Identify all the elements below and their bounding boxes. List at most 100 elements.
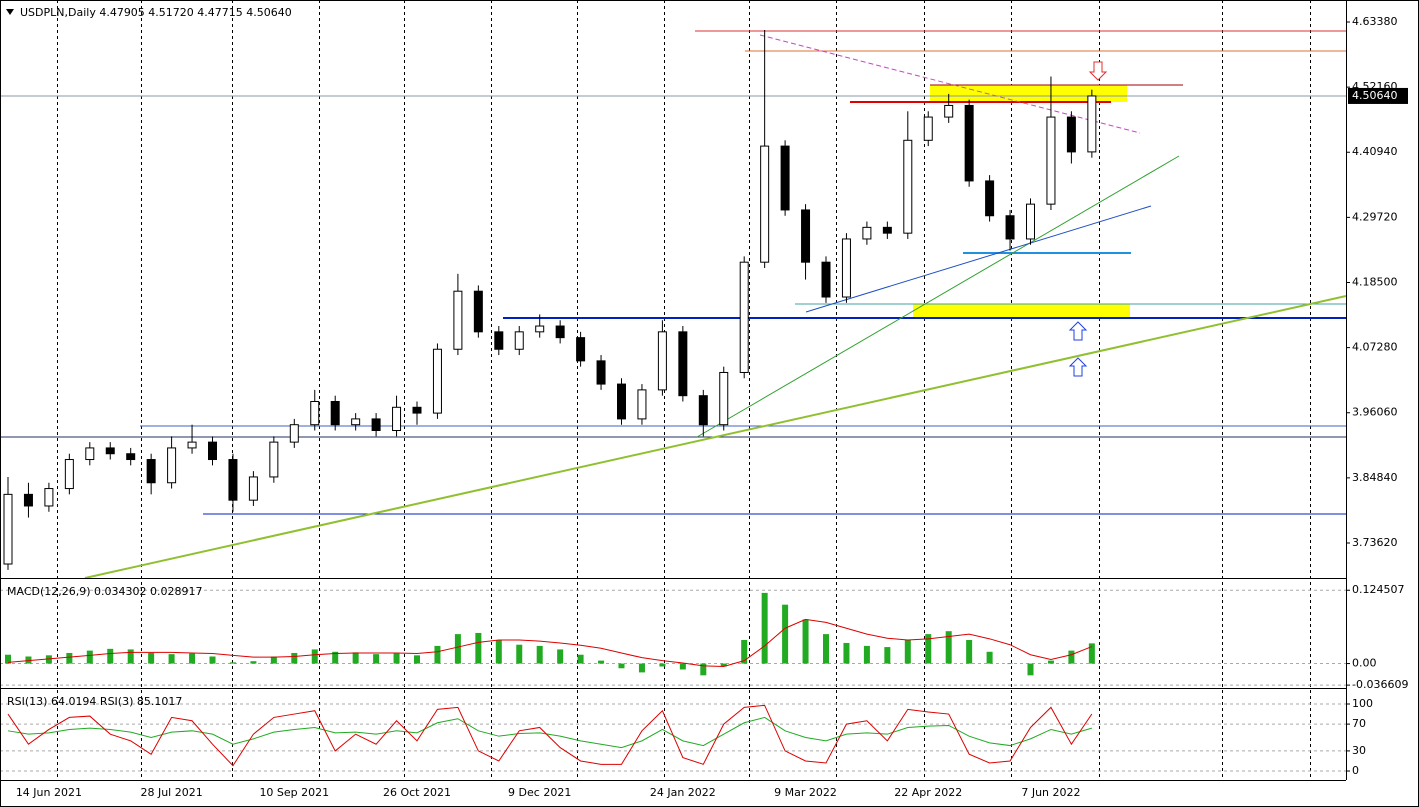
trend-line	[84, 295, 1347, 579]
candle-body	[351, 418, 361, 426]
candle-body	[535, 325, 545, 333]
macd-bar	[168, 654, 175, 664]
y-tick-label: 4.40940	[1352, 145, 1398, 158]
macd-bar	[516, 644, 523, 664]
candle-body	[330, 400, 340, 426]
macd-bar	[270, 656, 277, 664]
candle-body	[146, 459, 156, 484]
candle-body	[923, 116, 933, 141]
highlight-zone	[913, 304, 1130, 318]
series-line	[7, 704, 1093, 767]
y-tick-label: 3.84840	[1352, 471, 1398, 484]
macd-bar	[332, 651, 339, 664]
y-tick-label: 4.18500	[1352, 275, 1398, 288]
candle-body	[1026, 203, 1035, 240]
macd-bar	[475, 632, 482, 664]
x-tick-label: 26 Oct 2021	[383, 786, 451, 799]
candle-body	[657, 331, 667, 391]
x-tick-label: 9 Mar 2022	[774, 786, 837, 799]
macd-bar	[557, 649, 564, 664]
candle-body	[780, 145, 790, 211]
macd-bar	[1068, 650, 1075, 664]
candle-body	[1066, 116, 1076, 153]
macd-bar	[454, 634, 461, 664]
candle-body	[432, 348, 442, 414]
marks: 4.633804.521604.409404.297204.185004.072…	[0, 15, 1408, 799]
candle-body	[964, 104, 974, 182]
macd-bar	[782, 604, 789, 664]
y-tick-label: 3.73620	[1352, 536, 1398, 549]
y-tick-label: 30	[1352, 744, 1366, 757]
arrow-up	[1068, 321, 1088, 341]
trend-line	[805, 205, 1152, 313]
last-price-box	[1348, 87, 1408, 104]
macd-bar	[925, 634, 932, 664]
candle-body	[85, 447, 95, 461]
macd-bar	[45, 655, 52, 664]
macd-bar	[250, 661, 257, 664]
macd-bar	[5, 654, 11, 664]
macd-bar	[904, 640, 911, 664]
candle-body	[371, 418, 381, 432]
menu-triangle	[6, 9, 14, 15]
macd-bar	[86, 650, 93, 664]
macd-bar	[434, 645, 441, 664]
macd-bar	[679, 663, 686, 670]
macd-bar	[536, 645, 543, 664]
candle-body	[760, 145, 770, 263]
macd-bar	[843, 642, 850, 664]
macd-bar	[25, 656, 32, 664]
macd-bar	[148, 652, 155, 664]
macd-bar	[1027, 663, 1034, 676]
y-tick-label: -0.036609	[1352, 678, 1408, 691]
candle-body	[739, 261, 749, 373]
x-tick-label: 22 Apr 2022	[894, 786, 962, 799]
candle-body	[801, 209, 811, 263]
y-tick-label: 3.96060	[1352, 406, 1398, 419]
y-tick-label: 100	[1352, 697, 1373, 710]
macd-bar	[107, 648, 114, 664]
candle-body	[514, 331, 524, 350]
candle-body	[64, 459, 74, 490]
candle-body	[637, 389, 647, 420]
candle-body	[44, 488, 54, 507]
candle-body	[248, 476, 258, 501]
macd-bar	[189, 653, 196, 664]
macd-bar	[618, 663, 625, 669]
macd-bar	[1047, 660, 1054, 664]
macd-bar	[291, 652, 298, 664]
macd-bar	[66, 652, 73, 664]
candle-body	[882, 226, 892, 234]
candle-body	[167, 447, 177, 484]
macd-bar	[311, 649, 318, 664]
candle-body	[555, 325, 565, 339]
last-price-label: 4.50640	[1352, 89, 1398, 102]
x-tick-label: 7 Jun 2022	[1021, 786, 1080, 799]
x-tick-label: 28 Jul 2021	[140, 786, 202, 799]
candle-body	[412, 406, 422, 414]
candle-body	[228, 459, 238, 501]
highlight-zone	[930, 85, 1127, 102]
y-tick-label: 0	[1352, 764, 1359, 777]
candle-body	[392, 406, 402, 432]
candle-body	[126, 453, 136, 461]
candle-body	[1005, 215, 1015, 240]
y-tick-label: 0.124507	[1352, 583, 1405, 596]
x-tick-label: 10 Sep 2021	[259, 786, 329, 799]
macd-bar	[802, 619, 809, 664]
series-line	[7, 716, 1092, 749]
candle-body	[3, 493, 13, 565]
macd-bar	[1088, 643, 1095, 664]
candle-body	[698, 395, 708, 426]
y-tick-label: 70	[1352, 717, 1366, 730]
macd-title: MACD(12,26,9) 0.034302 0.028917	[7, 585, 203, 598]
macd-bar	[700, 663, 707, 676]
macd-bar	[495, 640, 502, 664]
macd-bar	[741, 640, 748, 664]
candle-body	[1087, 95, 1097, 153]
y-tick-label: 4.07280	[1352, 341, 1398, 354]
candle-body	[821, 261, 831, 298]
macd-bar	[414, 655, 420, 664]
